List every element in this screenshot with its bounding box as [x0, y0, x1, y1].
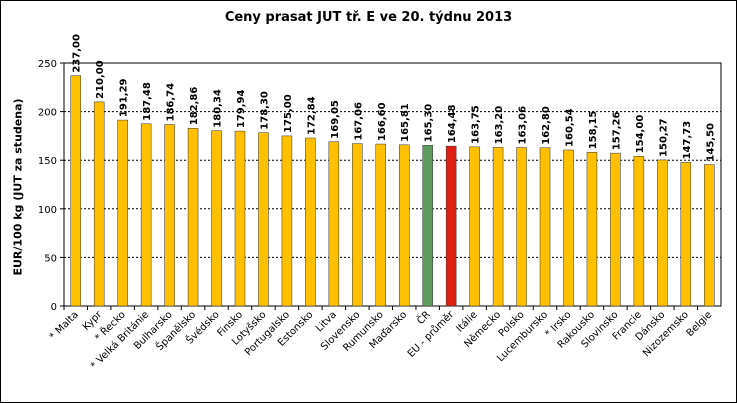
- bar: [281, 135, 293, 307]
- value-label: 154,00: [635, 115, 646, 154]
- y-tick-label: 100: [38, 205, 57, 216]
- value-label: 186,74: [166, 83, 177, 122]
- value-label: 172,84: [306, 96, 317, 135]
- y-tick-labels: 0 50 100 150 200 250: [38, 59, 57, 313]
- category-label: * Malta: [48, 309, 81, 342]
- bar: [164, 124, 175, 307]
- axes: [60, 62, 722, 310]
- bar: [422, 145, 433, 307]
- category-label: Belgie: [685, 309, 715, 339]
- bar: [633, 156, 645, 307]
- value-label: 150,27: [658, 118, 669, 157]
- bar: [563, 149, 574, 307]
- value-label: 158,15: [588, 111, 599, 150]
- value-label: 167,06: [353, 102, 364, 141]
- bar: [492, 147, 504, 307]
- plot-border: [63, 62, 722, 307]
- value-label: 147,73: [682, 121, 693, 160]
- bar: [93, 101, 105, 307]
- y-tick-label: 250: [38, 59, 57, 70]
- y-tick-label: 150: [38, 156, 57, 167]
- value-label: 157,26: [611, 112, 622, 151]
- value-label: 180,34: [213, 89, 224, 128]
- value-label: 160,54: [564, 108, 575, 147]
- bar: [375, 143, 387, 307]
- chart-title: Ceny prasat JUT tř. E ve 20. týdnu 2013: [224, 10, 513, 25]
- category-label: ČR: [414, 308, 433, 327]
- bar: [657, 159, 668, 307]
- gridlines: [64, 62, 721, 258]
- bar: [586, 152, 598, 307]
- value-label: 162,80: [541, 106, 552, 145]
- category-labels: * Malta Kypr* Řecko* Velká BritánieBulhar…: [48, 308, 715, 372]
- value-label: 178,30: [259, 91, 270, 130]
- value-label: 169,05: [330, 100, 341, 139]
- bar: [469, 146, 480, 307]
- y-tick-label: 200: [38, 108, 57, 119]
- bar: [187, 128, 199, 307]
- value-label: 164,48: [447, 104, 458, 143]
- bar: [234, 130, 246, 307]
- bar: [258, 132, 269, 307]
- bars: [70, 75, 715, 307]
- bar: [352, 143, 363, 307]
- value-label: 182,86: [189, 87, 200, 126]
- bar: [539, 147, 551, 307]
- value-label: 179,94: [236, 89, 247, 128]
- value-label: 165,30: [424, 104, 435, 143]
- y-tick-label: 50: [44, 253, 57, 264]
- value-label: 175,00: [283, 94, 294, 133]
- bar: [516, 147, 527, 307]
- y-tick-label: 0: [51, 302, 57, 313]
- bar: [117, 119, 128, 307]
- bar: [445, 145, 457, 307]
- bar: [328, 141, 340, 307]
- value-label: 145,50: [705, 123, 716, 162]
- bar: [305, 137, 316, 307]
- value-label: 191,29: [119, 78, 130, 117]
- bar: [140, 123, 152, 307]
- value-label: 165,81: [400, 103, 411, 142]
- bar: [211, 130, 222, 307]
- bar: [680, 162, 692, 307]
- value-label: 166,60: [377, 102, 388, 141]
- value-labels: 237,00 210,00 191,29 187,48 186,74 182,86 180,…: [72, 34, 717, 162]
- value-label: 237,00: [72, 34, 83, 73]
- value-label: 163,75: [471, 105, 482, 144]
- value-label: 210,00: [95, 60, 106, 99]
- bar: [398, 144, 410, 307]
- value-label: 187,48: [142, 82, 153, 121]
- value-label: 163,06: [518, 106, 529, 145]
- bar: [70, 75, 81, 307]
- bar: [610, 152, 621, 307]
- bar: [704, 164, 715, 307]
- value-label: 163,20: [494, 106, 505, 145]
